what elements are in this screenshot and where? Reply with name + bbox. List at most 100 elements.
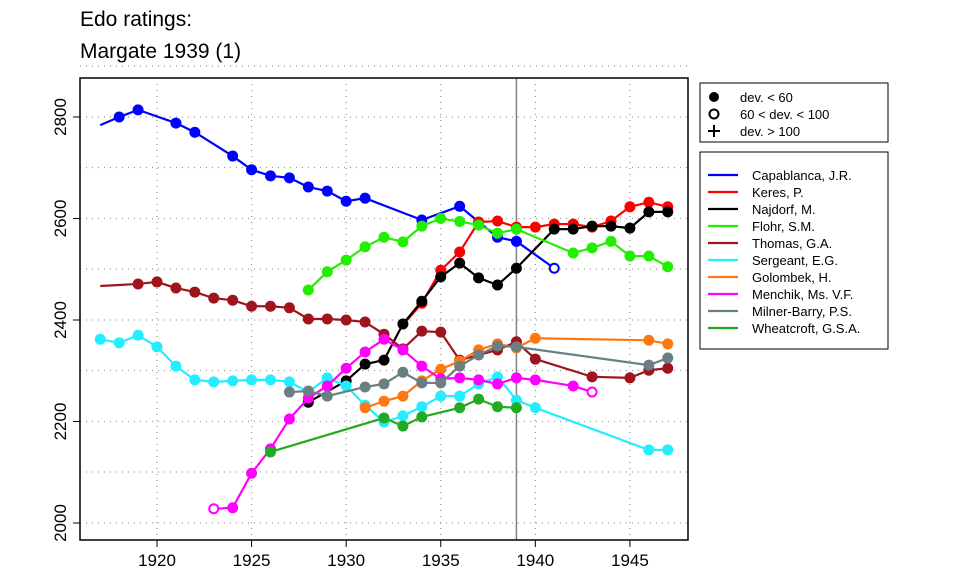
data-point <box>189 126 201 138</box>
data-point <box>435 212 447 224</box>
data-point <box>302 385 314 397</box>
data-point <box>510 341 522 353</box>
data-point <box>321 313 333 325</box>
data-point <box>454 257 466 269</box>
marker-legend-label: dev. < 60 <box>740 90 793 105</box>
data-point <box>473 272 485 284</box>
series-legend-label: Golombek, H. <box>752 270 831 285</box>
data-point <box>435 363 447 375</box>
data-point <box>321 380 333 392</box>
data-point <box>643 359 655 371</box>
data-point <box>567 223 579 235</box>
data-point <box>340 254 352 266</box>
data-point <box>492 279 504 291</box>
y-tick-label: 2000 <box>51 504 70 542</box>
data-point <box>624 201 636 213</box>
marker-legend-label: dev. > 100 <box>740 124 800 139</box>
chart-title-line1: Edo ratings: <box>80 8 193 31</box>
series-legend-label: Keres, P. <box>752 185 804 200</box>
data-point <box>283 172 295 184</box>
data-point <box>246 374 258 386</box>
data-point <box>208 292 220 304</box>
data-point <box>321 390 333 402</box>
data-point <box>643 250 655 262</box>
series-legend-label: Wheatcroft, G.S.A. <box>752 321 860 336</box>
data-point <box>94 333 106 345</box>
data-point <box>529 374 541 386</box>
data-point <box>416 360 428 372</box>
data-point <box>473 349 485 361</box>
data-point <box>416 401 428 413</box>
data-point <box>662 338 674 350</box>
data-point <box>264 446 276 458</box>
data-point <box>643 196 655 208</box>
chart-title-line2: Margate 1939 (1) <box>80 40 242 63</box>
data-point <box>662 444 674 456</box>
series-legend-label: Thomas, G.A. <box>752 236 832 251</box>
data-point <box>643 444 655 456</box>
data-point <box>359 402 371 414</box>
data-point <box>416 411 428 423</box>
data-point <box>662 261 674 273</box>
data-point-open <box>208 503 220 515</box>
data-point <box>548 223 560 235</box>
series-line <box>100 333 668 452</box>
data-point <box>359 241 371 253</box>
data-point <box>416 220 428 232</box>
data-point <box>283 302 295 314</box>
series-legend-label: Sergeant, E.G. <box>752 253 838 268</box>
series-line <box>99 108 555 270</box>
y-tick-label: 2400 <box>51 301 70 339</box>
data-point <box>340 314 352 326</box>
data-point <box>510 394 522 406</box>
data-point <box>227 502 239 514</box>
x-tick-label: 1925 <box>233 551 271 570</box>
data-point <box>378 378 390 390</box>
data-point <box>529 332 541 344</box>
data-point <box>435 377 447 389</box>
y-tick-label: 2800 <box>51 98 70 136</box>
data-point <box>264 170 276 182</box>
data-point <box>567 247 579 259</box>
data-point <box>340 195 352 207</box>
data-point <box>170 282 182 294</box>
data-point <box>170 117 182 129</box>
data-point <box>416 377 428 389</box>
data-point <box>454 360 466 372</box>
data-point <box>643 334 655 346</box>
data-point <box>189 374 201 386</box>
data-point <box>473 219 485 231</box>
data-point <box>510 262 522 274</box>
marker-legend-box <box>699 82 889 143</box>
data-point <box>378 395 390 407</box>
data-point <box>227 150 239 162</box>
series-legend-label: Flohr, S.M. <box>752 219 815 234</box>
data-point <box>151 276 163 288</box>
series-legend-label: Najdorf, M. <box>752 202 816 217</box>
data-point <box>473 393 485 405</box>
data-point <box>397 318 409 330</box>
data-point <box>321 372 333 384</box>
data-point <box>624 250 636 262</box>
data-point <box>397 344 409 356</box>
y-tick-label: 2200 <box>51 403 70 441</box>
data-point <box>586 220 598 232</box>
data-point <box>378 231 390 243</box>
series-legend-label: Milner-Barry, P.S. <box>752 304 852 319</box>
data-point-open <box>586 386 598 398</box>
x-tick-label: 1920 <box>138 551 176 570</box>
data-point <box>586 371 598 383</box>
data-point <box>662 206 674 218</box>
data-point <box>227 375 239 387</box>
data-point <box>170 360 182 372</box>
data-point <box>397 410 409 422</box>
data-point <box>624 222 636 234</box>
data-point <box>151 341 163 353</box>
data-point <box>416 295 428 307</box>
data-point <box>246 164 258 176</box>
data-point <box>189 286 201 298</box>
data-point <box>492 340 504 352</box>
x-tick-label: 1930 <box>327 551 365 570</box>
data-point <box>605 235 617 247</box>
